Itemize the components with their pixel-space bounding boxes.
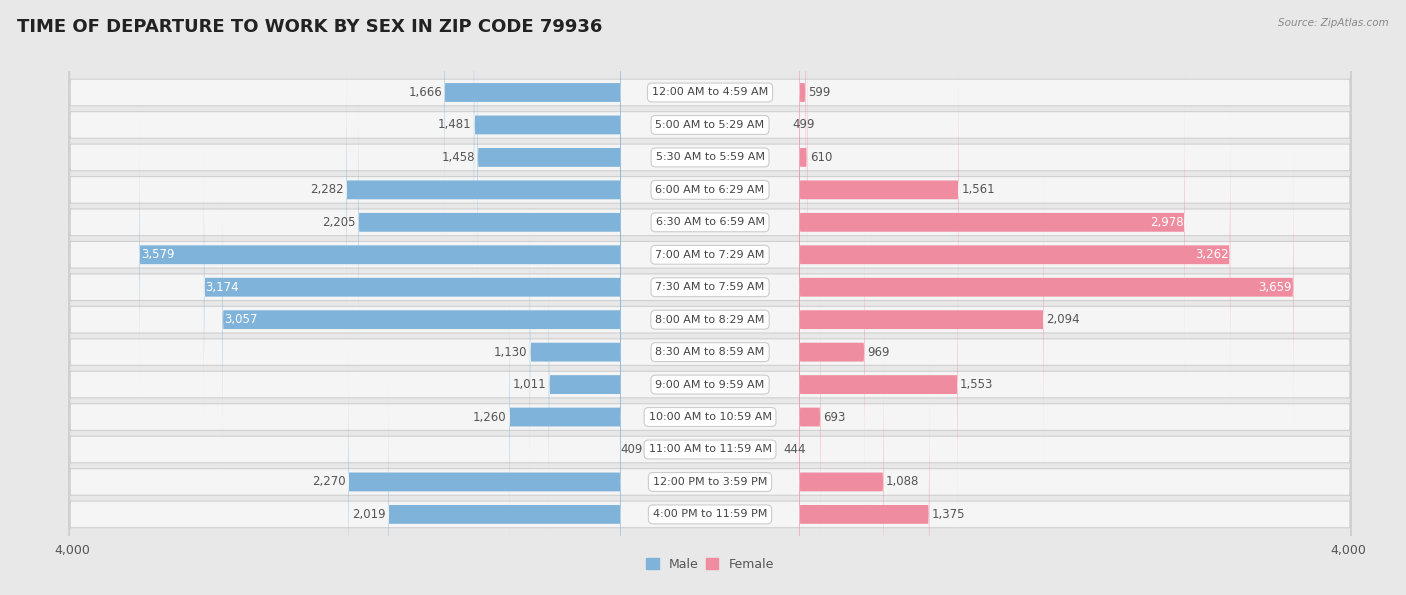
- Text: 6:30 AM to 6:59 AM: 6:30 AM to 6:59 AM: [655, 217, 765, 227]
- FancyBboxPatch shape: [69, 8, 1351, 501]
- Text: 2,205: 2,205: [322, 216, 356, 229]
- FancyBboxPatch shape: [69, 268, 1351, 595]
- Text: 693: 693: [823, 411, 845, 424]
- FancyBboxPatch shape: [359, 70, 620, 375]
- FancyBboxPatch shape: [69, 171, 1351, 595]
- FancyBboxPatch shape: [69, 0, 1351, 469]
- FancyBboxPatch shape: [800, 70, 1185, 375]
- FancyBboxPatch shape: [478, 5, 620, 310]
- FancyBboxPatch shape: [222, 167, 620, 472]
- FancyBboxPatch shape: [69, 138, 1351, 595]
- Text: 2,019: 2,019: [352, 508, 385, 521]
- FancyBboxPatch shape: [69, 0, 1351, 339]
- Text: 599: 599: [808, 86, 831, 99]
- Text: 8:30 AM to 8:59 AM: 8:30 AM to 8:59 AM: [655, 347, 765, 357]
- Text: 3,659: 3,659: [1258, 281, 1292, 294]
- Text: 1,011: 1,011: [513, 378, 547, 391]
- FancyBboxPatch shape: [204, 134, 620, 440]
- FancyBboxPatch shape: [349, 329, 620, 595]
- Text: 3,262: 3,262: [1195, 248, 1229, 261]
- FancyBboxPatch shape: [800, 231, 957, 537]
- Text: 1,481: 1,481: [437, 118, 471, 131]
- Text: 9:00 AM to 9:59 AM: 9:00 AM to 9:59 AM: [655, 380, 765, 390]
- Text: 2,282: 2,282: [311, 183, 343, 196]
- Text: 1,088: 1,088: [886, 475, 920, 488]
- Text: 610: 610: [810, 151, 832, 164]
- Text: 12:00 PM to 3:59 PM: 12:00 PM to 3:59 PM: [652, 477, 768, 487]
- FancyBboxPatch shape: [800, 199, 865, 505]
- Text: 1,561: 1,561: [962, 183, 995, 196]
- FancyBboxPatch shape: [800, 0, 806, 245]
- Legend: Male, Female: Male, Female: [641, 553, 779, 575]
- FancyBboxPatch shape: [548, 231, 620, 537]
- Text: 4:00 PM to 11:59 PM: 4:00 PM to 11:59 PM: [652, 509, 768, 519]
- FancyBboxPatch shape: [800, 362, 929, 595]
- FancyBboxPatch shape: [69, 0, 1351, 371]
- Text: TIME OF DEPARTURE TO WORK BY SEX IN ZIP CODE 79936: TIME OF DEPARTURE TO WORK BY SEX IN ZIP …: [17, 18, 602, 36]
- FancyBboxPatch shape: [800, 167, 1043, 472]
- Text: 969: 969: [868, 346, 890, 359]
- Text: 2,270: 2,270: [312, 475, 346, 488]
- FancyBboxPatch shape: [139, 102, 620, 408]
- FancyBboxPatch shape: [444, 0, 620, 245]
- Text: 3,057: 3,057: [224, 313, 257, 326]
- FancyBboxPatch shape: [800, 5, 807, 310]
- Text: 3,579: 3,579: [141, 248, 174, 261]
- FancyBboxPatch shape: [800, 37, 959, 343]
- Text: 1,666: 1,666: [408, 86, 441, 99]
- FancyBboxPatch shape: [69, 203, 1351, 595]
- FancyBboxPatch shape: [69, 0, 1351, 436]
- FancyBboxPatch shape: [69, 73, 1351, 566]
- Text: 1,553: 1,553: [960, 378, 994, 391]
- Text: 6:00 AM to 6:29 AM: 6:00 AM to 6:29 AM: [655, 185, 765, 195]
- Text: 7:30 AM to 7:59 AM: 7:30 AM to 7:59 AM: [655, 282, 765, 292]
- FancyBboxPatch shape: [388, 362, 620, 595]
- FancyBboxPatch shape: [69, 236, 1351, 595]
- Text: 1,260: 1,260: [472, 411, 506, 424]
- Text: 3,174: 3,174: [205, 281, 239, 294]
- Text: 12:00 AM to 4:59 AM: 12:00 AM to 4:59 AM: [652, 87, 768, 98]
- Text: 409: 409: [620, 443, 643, 456]
- FancyBboxPatch shape: [530, 199, 620, 505]
- FancyBboxPatch shape: [800, 329, 883, 595]
- Text: Source: ZipAtlas.com: Source: ZipAtlas.com: [1278, 18, 1389, 28]
- Text: 8:00 AM to 8:29 AM: 8:00 AM to 8:29 AM: [655, 315, 765, 325]
- FancyBboxPatch shape: [509, 264, 620, 570]
- Text: 2,978: 2,978: [1150, 216, 1184, 229]
- Text: 1,130: 1,130: [494, 346, 527, 359]
- FancyBboxPatch shape: [800, 264, 821, 570]
- FancyBboxPatch shape: [69, 41, 1351, 534]
- Text: 499: 499: [792, 118, 814, 131]
- FancyBboxPatch shape: [346, 37, 620, 343]
- Text: 5:00 AM to 5:29 AM: 5:00 AM to 5:29 AM: [655, 120, 765, 130]
- Text: 11:00 AM to 11:59 AM: 11:00 AM to 11:59 AM: [648, 444, 772, 455]
- FancyBboxPatch shape: [69, 0, 1351, 404]
- Text: 1,375: 1,375: [932, 508, 965, 521]
- Text: 444: 444: [783, 443, 806, 456]
- Text: 10:00 AM to 10:59 AM: 10:00 AM to 10:59 AM: [648, 412, 772, 422]
- Text: 1,458: 1,458: [441, 151, 475, 164]
- Text: 7:00 AM to 7:29 AM: 7:00 AM to 7:29 AM: [655, 250, 765, 260]
- FancyBboxPatch shape: [474, 0, 620, 278]
- Text: 2,094: 2,094: [1046, 313, 1080, 326]
- Text: 5:30 AM to 5:59 AM: 5:30 AM to 5:59 AM: [655, 152, 765, 162]
- FancyBboxPatch shape: [69, 106, 1351, 595]
- FancyBboxPatch shape: [800, 102, 1230, 408]
- FancyBboxPatch shape: [800, 134, 1294, 440]
